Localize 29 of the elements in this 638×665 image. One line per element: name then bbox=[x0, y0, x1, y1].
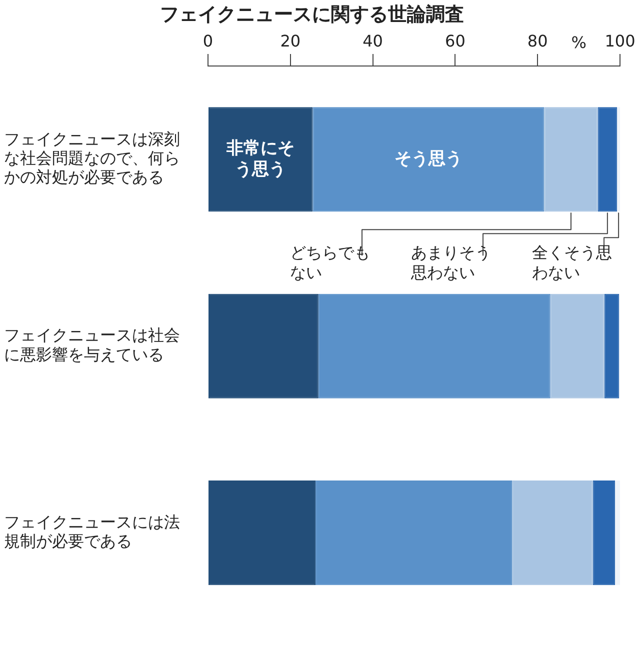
bar bbox=[544, 107, 598, 212]
bar bbox=[604, 294, 620, 398]
bar bbox=[312, 107, 544, 212]
bar bbox=[512, 480, 593, 586]
y-tick-label: フェイクニュースには法規制が必要である bbox=[4, 512, 180, 551]
x-tick-label: 0 bbox=[202, 32, 214, 51]
text: どちらでもない bbox=[290, 242, 370, 282]
bar bbox=[592, 480, 616, 586]
chart-title: フェイクニュースに関する世論調査 bbox=[160, 3, 464, 26]
x-axis-title: % bbox=[571, 33, 586, 52]
bar bbox=[208, 294, 318, 398]
x-tick-label: 40 bbox=[362, 32, 383, 51]
bar bbox=[316, 480, 512, 586]
bar bbox=[550, 294, 604, 398]
x-tick-label: 60 bbox=[445, 32, 466, 51]
x-tick-label: 80 bbox=[527, 32, 548, 51]
bar bbox=[615, 480, 620, 586]
y-tick-label: フェイクニュースは社会に悪影響を与えている bbox=[4, 326, 180, 364]
bar bbox=[208, 107, 313, 212]
bar bbox=[318, 294, 550, 398]
series-label: 全くそう思わない bbox=[532, 242, 612, 282]
series-label: そう思う bbox=[394, 148, 462, 169]
series-label: 非常にそう思う bbox=[226, 138, 295, 180]
bar bbox=[598, 107, 618, 212]
bar bbox=[208, 480, 316, 586]
x-tick-label: 100 bbox=[604, 32, 636, 51]
y-tick-label: フェイクニュースは深刻な社会問題なので、何らかの対処が必要である bbox=[4, 129, 180, 187]
x-tick-label: 20 bbox=[280, 32, 301, 51]
text: あまりそう思わない bbox=[410, 242, 491, 282]
